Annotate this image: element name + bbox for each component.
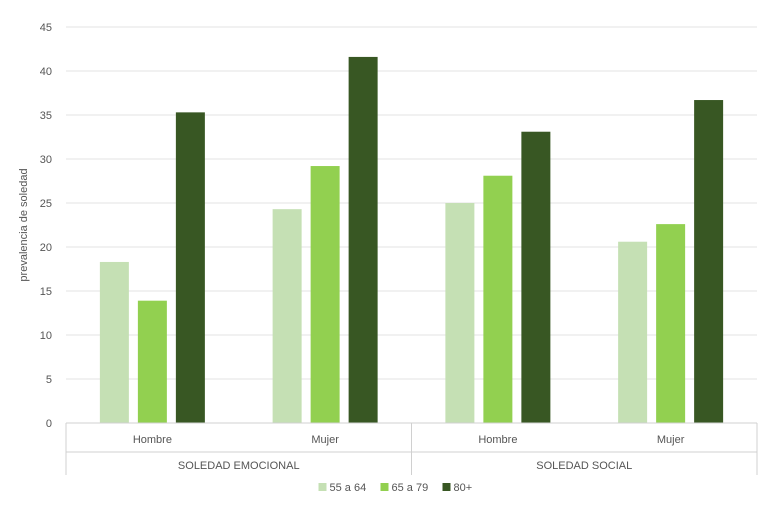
bar (483, 175, 513, 423)
legend-label: 55 a 64 (330, 482, 367, 494)
y-tick-label: 35 (40, 110, 52, 122)
bar (99, 261, 129, 423)
bar (137, 300, 167, 423)
bar (175, 112, 205, 424)
x-axis: Hombre Mujer Hombre Mujer SOLEDAD EMOCIONAL S… (65, 422, 758, 475)
legend-label: 80+ (454, 482, 473, 494)
legend-swatch (380, 483, 389, 491)
y-axis-title: prevalencia de soledad (18, 168, 30, 281)
bar (694, 100, 724, 423)
legend-swatch (318, 483, 327, 491)
bar (348, 56, 378, 424)
y-axis: 0 5 10 15 20 25 30 35 40 45 (40, 22, 52, 430)
bar (656, 224, 686, 423)
x-category-label: Mujer (311, 434, 339, 446)
grid (66, 26, 757, 380)
bar (521, 131, 551, 423)
y-tick-label: 10 (40, 330, 52, 342)
y-tick-label: 20 (40, 242, 52, 254)
legend-swatch (442, 483, 451, 491)
bars (99, 56, 724, 424)
bar (310, 166, 340, 424)
x-group-label: SOLEDAD SOCIAL (536, 460, 632, 472)
y-tick-label: 15 (40, 286, 52, 298)
x-category-label: Hombre (478, 434, 517, 446)
x-category-label: Mujer (657, 434, 685, 446)
y-tick-label: 5 (46, 374, 52, 386)
legend-label: 65 a 79 (392, 482, 429, 494)
legend: 55 a 64 65 a 79 80+ (318, 482, 473, 494)
x-category-label: Hombre (133, 434, 172, 446)
bar (272, 209, 302, 423)
bar (445, 203, 475, 423)
y-tick-label: 0 (46, 418, 52, 430)
y-tick-label: 25 (40, 198, 52, 210)
y-tick-label: 30 (40, 154, 52, 166)
y-tick-label: 40 (40, 66, 52, 78)
bar (618, 241, 648, 423)
y-tick-label: 45 (40, 22, 52, 34)
x-group-label: SOLEDAD EMOCIONAL (178, 460, 300, 472)
